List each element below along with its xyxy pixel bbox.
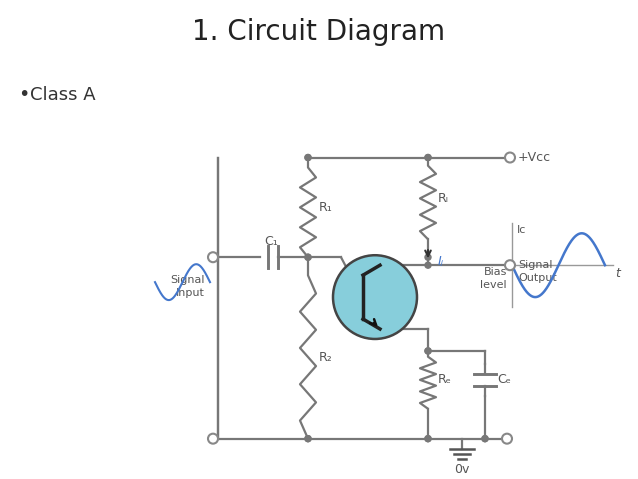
Circle shape xyxy=(425,348,431,354)
Circle shape xyxy=(425,348,431,354)
Circle shape xyxy=(425,254,431,260)
Text: t: t xyxy=(615,267,620,280)
Circle shape xyxy=(305,436,311,442)
Circle shape xyxy=(208,252,218,262)
Circle shape xyxy=(505,260,515,270)
Circle shape xyxy=(305,254,311,260)
Circle shape xyxy=(425,155,431,160)
Text: R₁: R₁ xyxy=(319,201,333,214)
Circle shape xyxy=(425,436,431,442)
Circle shape xyxy=(482,436,488,442)
Circle shape xyxy=(425,436,431,442)
Circle shape xyxy=(305,155,311,160)
Text: Iⱼ: Iⱼ xyxy=(438,255,444,268)
Text: Class A: Class A xyxy=(30,86,96,104)
Circle shape xyxy=(208,433,218,444)
Circle shape xyxy=(425,262,431,268)
Text: Rₑ: Rₑ xyxy=(438,373,452,387)
Circle shape xyxy=(502,433,512,444)
Circle shape xyxy=(505,152,515,162)
Text: R₂: R₂ xyxy=(319,352,333,365)
Text: +Vcc: +Vcc xyxy=(518,151,551,164)
Circle shape xyxy=(333,255,417,339)
Text: Ic: Ic xyxy=(517,225,526,235)
Circle shape xyxy=(425,155,431,160)
Text: Signal
Input: Signal Input xyxy=(170,275,205,297)
Circle shape xyxy=(305,155,311,160)
Text: •: • xyxy=(18,85,29,104)
Circle shape xyxy=(305,436,311,442)
Text: 1. Circuit Diagram: 1. Circuit Diagram xyxy=(193,18,445,46)
Circle shape xyxy=(305,254,311,260)
Text: Cₑ: Cₑ xyxy=(497,373,511,387)
Circle shape xyxy=(482,436,488,442)
Text: Signal
Output: Signal Output xyxy=(518,260,557,283)
Text: C₁: C₁ xyxy=(264,235,278,248)
Text: Rₗ: Rₗ xyxy=(438,192,449,205)
Text: Bias
level: Bias level xyxy=(480,267,507,290)
Text: 0v: 0v xyxy=(454,463,469,476)
